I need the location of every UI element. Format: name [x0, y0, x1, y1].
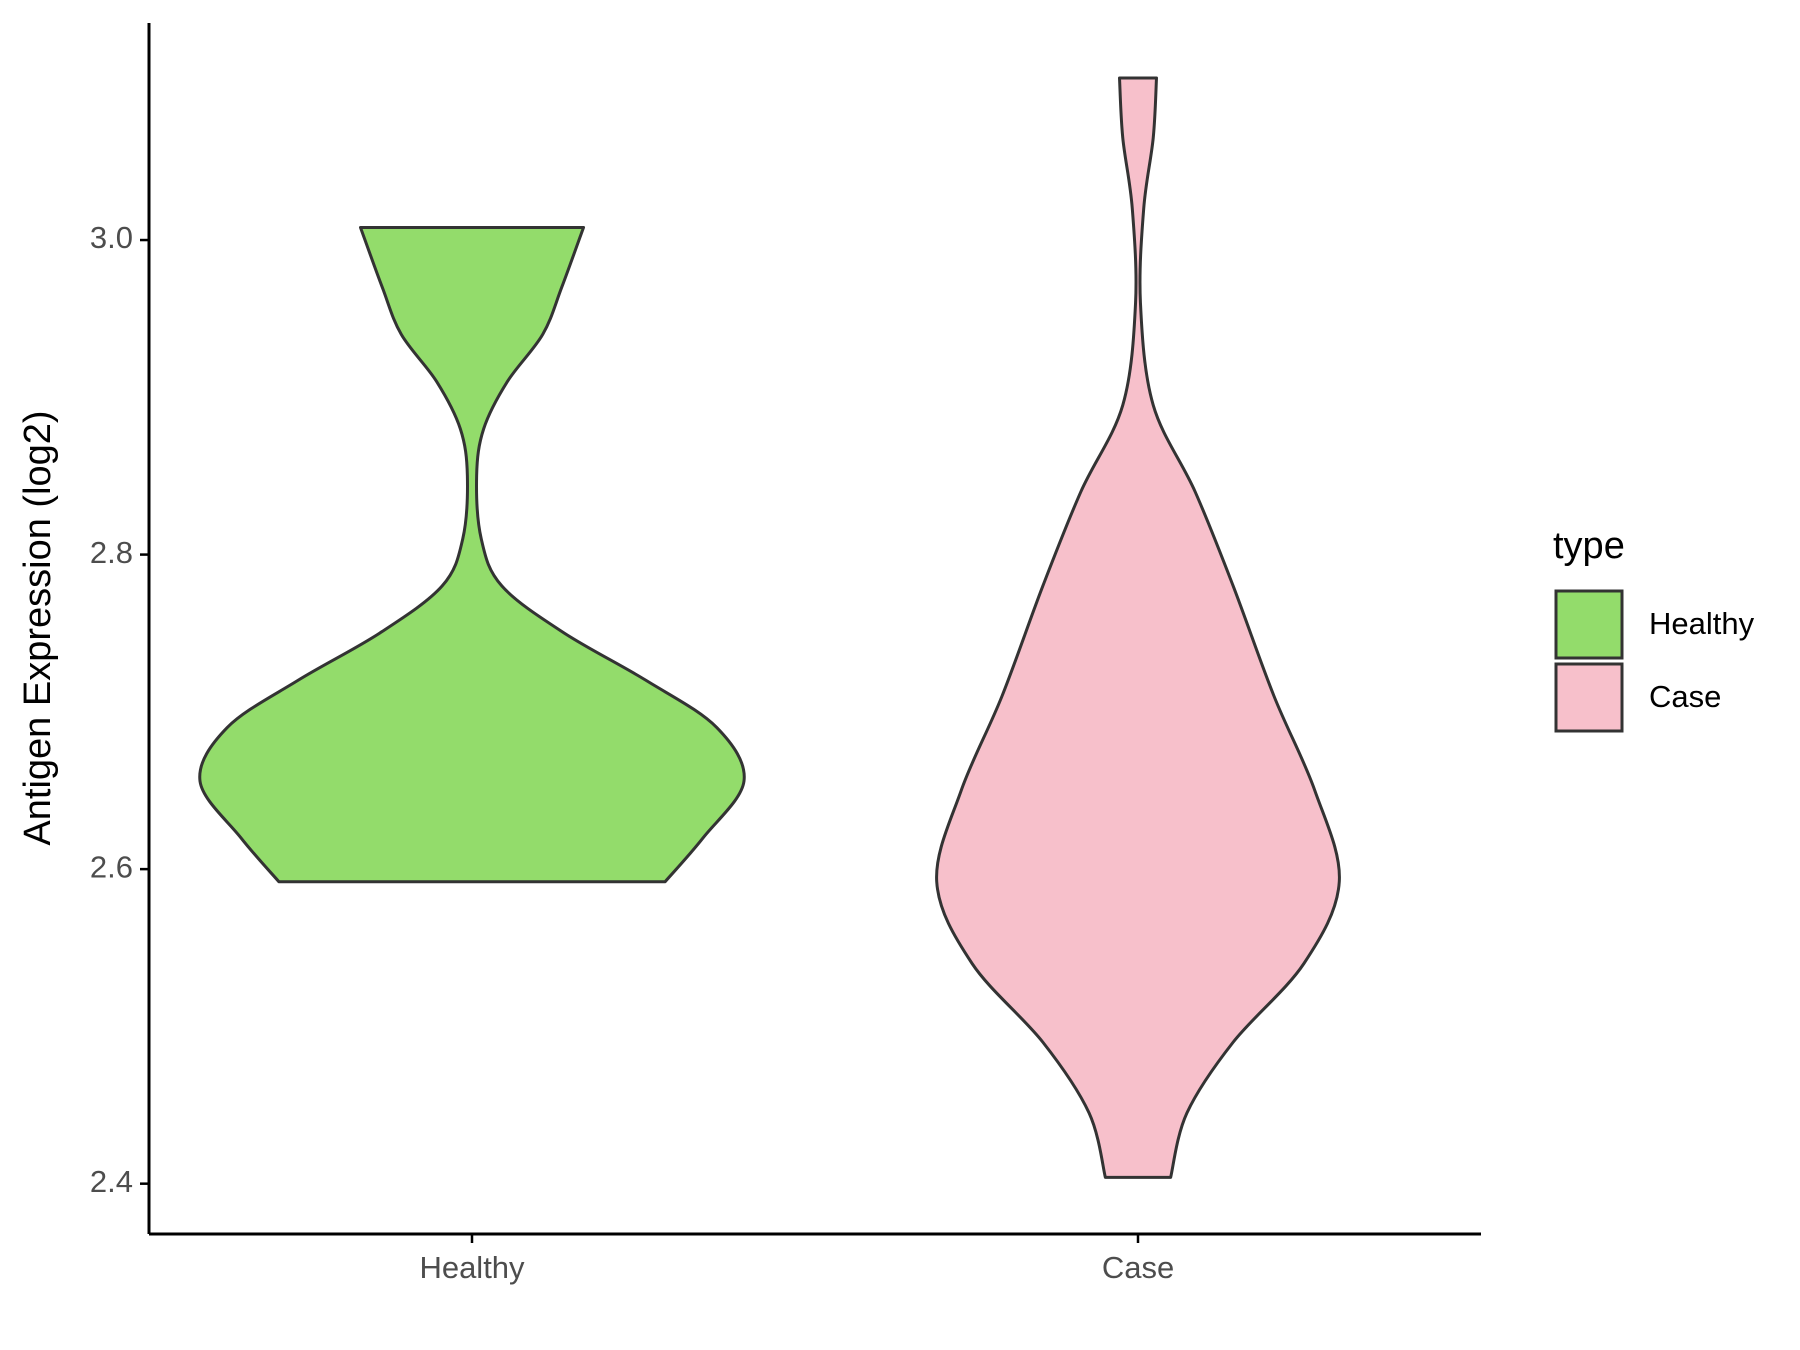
- y-tick-label: 2.4: [90, 1164, 133, 1199]
- x-tick-label: Case: [1102, 1250, 1174, 1285]
- violin: [198, 225, 746, 884]
- y-tick-label: 3.0: [90, 220, 133, 255]
- legend-key: [1554, 662, 1624, 733]
- legend-label: Healthy: [1649, 606, 1755, 641]
- violin: [935, 76, 1341, 1179]
- legend-label: Case: [1649, 679, 1721, 714]
- x-tick-label: Healthy: [419, 1250, 525, 1285]
- y-axis-label: Antigen Expression (log2): [17, 410, 59, 845]
- y-tick-label: 2.6: [90, 849, 133, 884]
- y-tick-label: 2.8: [90, 535, 133, 570]
- legend-title: type: [1553, 525, 1625, 567]
- legend-key: [1554, 589, 1624, 660]
